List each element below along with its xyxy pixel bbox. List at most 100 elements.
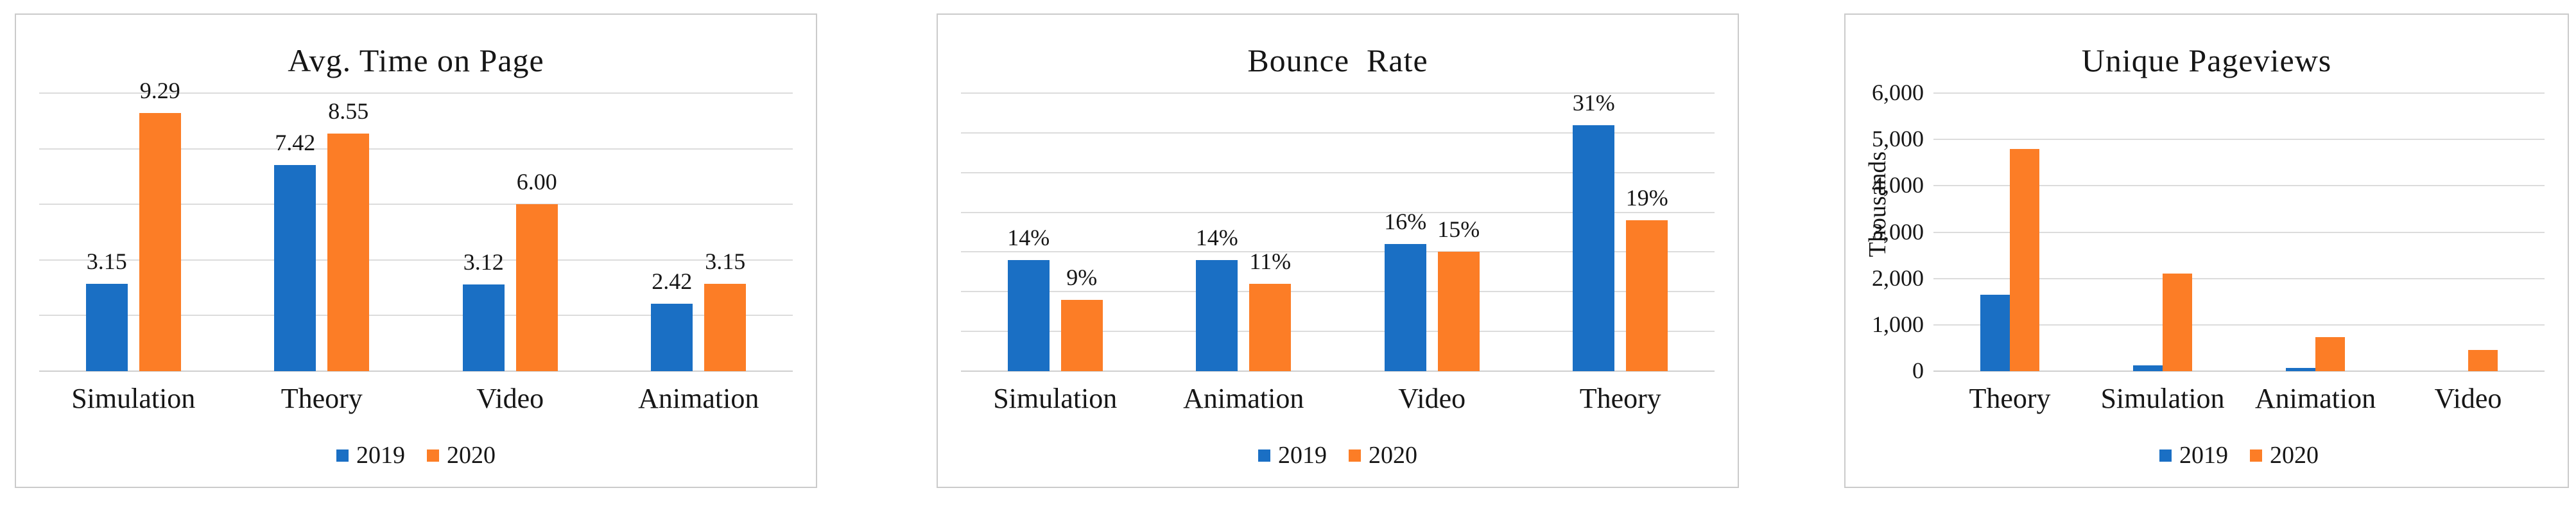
gridline bbox=[39, 259, 793, 261]
legend-label: 2020 bbox=[1369, 442, 1417, 469]
legend: 2019 2020 bbox=[1933, 441, 2545, 469]
x-axis-line bbox=[1933, 371, 2545, 372]
gridline bbox=[1933, 92, 2545, 94]
gridline bbox=[961, 291, 1715, 293]
data-label-2019-video: 3.12 bbox=[463, 249, 504, 275]
legend: 2019 2020 bbox=[39, 441, 793, 469]
y-tick-label: 4,000 bbox=[1872, 172, 1924, 198]
bar-2019-animation bbox=[651, 304, 693, 371]
data-label-2019-video: 16% bbox=[1384, 209, 1427, 235]
x-axis-label-animation: Animation bbox=[2254, 383, 2376, 414]
bar-2019-theory bbox=[1980, 294, 2010, 371]
y-tick-label: 3,000 bbox=[1872, 218, 1924, 245]
x-axis-label-theory: Theory bbox=[1579, 383, 1661, 414]
legend-label: 2019 bbox=[2179, 442, 2228, 469]
legend-item-2020: 2020 bbox=[427, 441, 496, 469]
x-axis-label-simulation: Simulation bbox=[993, 383, 1118, 414]
x-axis-label-animation: Animation bbox=[638, 383, 759, 414]
data-label-2019-animation: 2.42 bbox=[652, 268, 693, 295]
bar-2020-simulation bbox=[2163, 274, 2192, 371]
bar-2019-video bbox=[1384, 244, 1426, 371]
data-label-2020-video: 6.00 bbox=[516, 169, 557, 195]
legend-label: 2019 bbox=[356, 442, 405, 469]
gridline bbox=[961, 211, 1715, 213]
data-label-2019-simulation: 3.15 bbox=[86, 248, 127, 274]
gridline bbox=[39, 204, 793, 205]
bar-2020-simulation bbox=[1060, 299, 1103, 371]
data-label-2020-simulation: 9% bbox=[1066, 264, 1098, 290]
bar-2019-simulation bbox=[1007, 259, 1050, 371]
chart-panel-unique-pageviews: Unique Pageviews 0 1,000 2,000 3,000 4,000 5,… bbox=[1844, 13, 2569, 488]
bar-2020-theory bbox=[2010, 148, 2039, 371]
legend-item-2019: 2019 bbox=[336, 441, 405, 469]
gridline bbox=[39, 92, 793, 94]
gridline bbox=[961, 132, 1715, 134]
bar-2019-video bbox=[462, 284, 505, 371]
y-tick-label: 1,000 bbox=[1872, 311, 1924, 337]
bar-2019-theory bbox=[274, 164, 316, 371]
bar-2019-animation bbox=[2286, 367, 2315, 371]
chart-panel-avg-time-on-page: Avg. Time on Page 3.15 9.29 7.42 8.55 3.12 6.… bbox=[15, 13, 817, 488]
data-label-2019-animation: 14% bbox=[1195, 224, 1238, 250]
x-axis-label-theory: Theory bbox=[281, 383, 363, 414]
gridline bbox=[1933, 185, 2545, 187]
legend-label: 2020 bbox=[447, 442, 496, 469]
data-label-2020-simulation: 9.29 bbox=[139, 77, 180, 103]
data-label-2020-theory: 19% bbox=[1625, 184, 1668, 211]
legend-swatch-icon bbox=[2159, 449, 2172, 462]
legend-swatch-icon bbox=[1349, 449, 1361, 462]
gridline bbox=[1933, 231, 2545, 233]
x-axis-line bbox=[39, 371, 793, 372]
legend-label: 2020 bbox=[2270, 442, 2319, 469]
data-label-2020-theory: 8.55 bbox=[328, 98, 369, 124]
chart-title: Bounce Rate bbox=[1247, 42, 1428, 78]
bar-2019-animation bbox=[1196, 259, 1238, 371]
y-tick-label: 2,000 bbox=[1872, 265, 1924, 291]
legend-item-2019: 2019 bbox=[1258, 441, 1327, 469]
gridline bbox=[961, 331, 1715, 333]
x-axis-label-video: Video bbox=[2434, 383, 2502, 414]
x-axis-label-simulation: Simulation bbox=[2100, 383, 2225, 414]
gridline bbox=[961, 92, 1715, 94]
x-axis-label-video: Video bbox=[1398, 383, 1466, 414]
bar-2020-theory bbox=[1626, 220, 1668, 371]
bar-2019-theory bbox=[1573, 125, 1615, 371]
data-label-2020-animation: 11% bbox=[1249, 248, 1292, 274]
plot-area: 3.15 9.29 7.42 8.55 3.12 6.00 2.42 3.15 bbox=[39, 78, 793, 372]
gridline bbox=[1933, 139, 2545, 141]
gridline bbox=[961, 171, 1715, 173]
bar-2020-animation bbox=[2315, 337, 2345, 371]
legend: 2019 2020 bbox=[961, 441, 1715, 469]
legend-item-2020: 2020 bbox=[2250, 441, 2319, 469]
legend-swatch-icon bbox=[427, 449, 439, 462]
gridline bbox=[39, 148, 793, 150]
gridline bbox=[1933, 324, 2545, 326]
bar-2020-theory bbox=[327, 133, 370, 371]
y-tick-label: 6,000 bbox=[1872, 80, 1924, 105]
legend-swatch-icon bbox=[2250, 449, 2262, 462]
legend-label: 2019 bbox=[1278, 442, 1327, 469]
y-tick-label: 0 bbox=[1912, 358, 1924, 383]
data-label-2020-video: 15% bbox=[1437, 216, 1480, 243]
legend-swatch-icon bbox=[1258, 449, 1270, 462]
x-axis-line bbox=[961, 371, 1715, 372]
gridline bbox=[39, 315, 793, 317]
data-label-2019-simulation: 14% bbox=[1007, 224, 1050, 250]
bar-2020-video bbox=[1437, 252, 1480, 371]
data-label-2019-theory: 7.42 bbox=[275, 129, 316, 155]
legend-item-2020: 2020 bbox=[1349, 441, 1417, 469]
y-tick-label: 5,000 bbox=[1872, 126, 1924, 152]
bar-2020-animation bbox=[704, 283, 747, 371]
chart-panel-bounce-rate: Bounce Rate 14% 9% 14% 11% 16% 15% 31% 19% Simul… bbox=[937, 13, 1739, 488]
x-axis-label-animation: Animation bbox=[1183, 383, 1304, 414]
bar-2020-animation bbox=[1249, 283, 1292, 371]
legend-item-2019: 2019 bbox=[2159, 441, 2228, 469]
data-label-2020-animation: 3.15 bbox=[705, 248, 746, 274]
x-axis-label-simulation: Simulation bbox=[71, 383, 196, 414]
gridline bbox=[961, 251, 1715, 253]
bar-2020-simulation bbox=[139, 112, 181, 371]
x-axis-label-theory: Theory bbox=[1969, 383, 2051, 414]
chart-title: Unique Pageviews bbox=[2081, 42, 2332, 78]
data-label-2019-theory: 31% bbox=[1572, 89, 1615, 116]
y-axis-title: Thousands bbox=[1864, 151, 1891, 257]
